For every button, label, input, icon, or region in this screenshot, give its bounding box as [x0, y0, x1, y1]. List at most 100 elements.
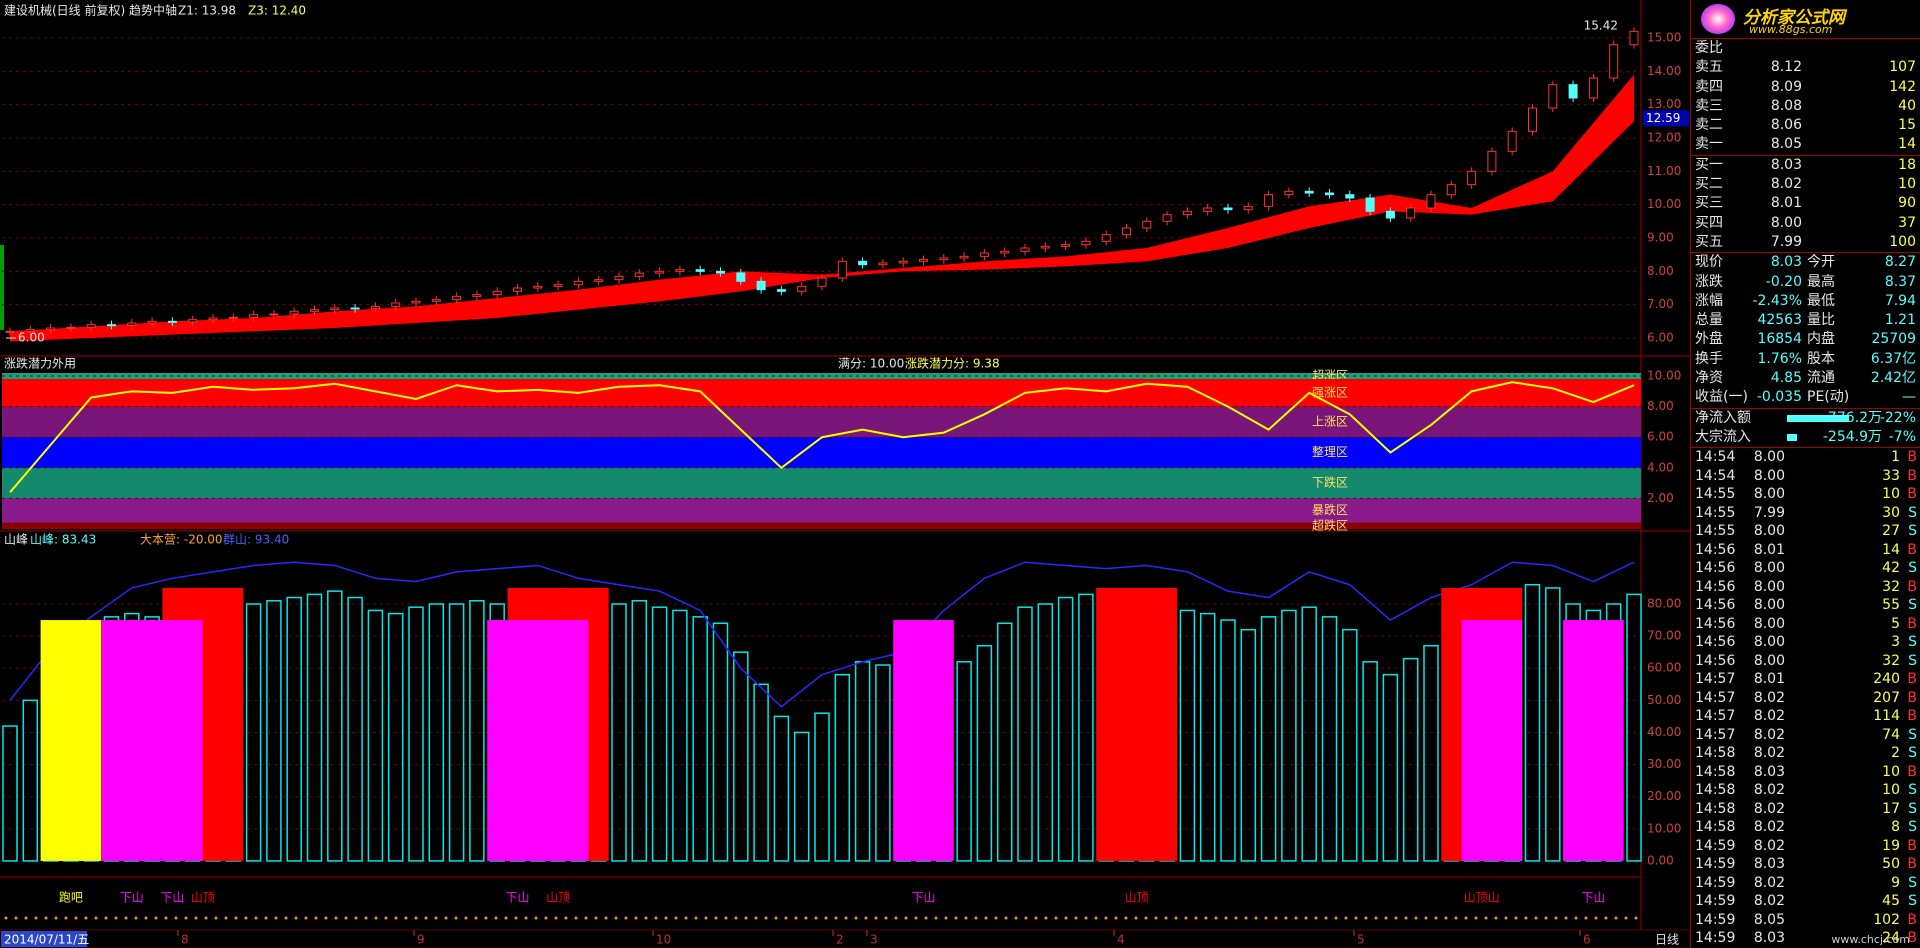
trade-time: 14:59 — [1695, 874, 1736, 891]
book-row: 卖四 8.09 142 — [1691, 78, 1920, 97]
trade-price: 8.02 — [1753, 689, 1785, 706]
trade-price: 8.00 — [1753, 578, 1785, 595]
candle — [1629, 30, 1639, 46]
trade-side: B — [1907, 708, 1917, 725]
candle — [1385, 210, 1395, 219]
candle — [107, 324, 116, 327]
candle — [1040, 245, 1050, 249]
quote-value: 25709 — [1871, 331, 1916, 348]
trade-volume: 45 — [1882, 893, 1900, 910]
trade-side: S — [1908, 893, 1917, 910]
trade-row: 14:56 8.00 32 B — [1691, 578, 1920, 597]
trade-side: S — [1908, 634, 1917, 651]
book-row: 买二 8.02 10 — [1691, 175, 1920, 194]
candle — [1528, 107, 1537, 132]
potential-line — [9, 381, 1635, 493]
trade-row: 14:54 8.00 1 B — [1691, 448, 1920, 467]
quote-value: 7.94 — [1884, 292, 1916, 309]
quote-row: 涨跌 -0.20 最高 8.37 — [1691, 273, 1920, 292]
chart-title: 建设机械(日线 前复权) 趋势中轴 — [4, 3, 177, 18]
trade-time: 14:58 — [1695, 745, 1736, 762]
mountain-bar — [692, 616, 708, 862]
trade-row: 14:58 8.03 10 B — [1691, 763, 1920, 782]
trade-volume: 2 — [1891, 745, 1900, 762]
panel-title: 涨跌潜力外用 — [4, 356, 76, 371]
book-row: 卖一 8.05 14 — [1691, 135, 1920, 154]
trade-price: 8.02 — [1753, 782, 1785, 799]
trade-time: 14:59 — [1695, 837, 1736, 854]
candle — [797, 285, 807, 292]
quote-value: 8.03 — [1770, 254, 1802, 271]
trade-volume: 207 — [1873, 689, 1900, 706]
trade-side: B — [1907, 930, 1917, 947]
y-tick-label: 11.00 — [1647, 164, 1681, 178]
mountain-bar — [1260, 616, 1277, 862]
quote-row: 外盘 16854 内盘 25709 — [1691, 330, 1920, 349]
trade-volume: 1 — [1891, 449, 1900, 466]
trade-volume: 32 — [1882, 652, 1900, 669]
candle — [330, 307, 340, 311]
book-volume: 142 — [1889, 78, 1916, 95]
book-row: 买一 8.03 18 — [1691, 156, 1920, 175]
trade-price: 8.03 — [1753, 763, 1785, 780]
mountain-bar — [1057, 596, 1074, 862]
candle — [1467, 170, 1477, 186]
zone-label: 强涨区 — [1312, 384, 1348, 399]
candle — [25, 329, 35, 332]
trade-price: 8.00 — [1753, 634, 1785, 651]
trade-row: 14:59 8.05 102 B — [1691, 911, 1920, 930]
candle — [350, 307, 360, 310]
trade-side: B — [1907, 541, 1917, 558]
trade-side: B — [1907, 689, 1917, 706]
trade-time: 14:57 — [1695, 689, 1736, 706]
trade-volume: 27 — [1882, 523, 1900, 540]
book-label: 卖一 — [1695, 136, 1723, 153]
quote-label: 现价 — [1695, 254, 1723, 271]
flow-amount: -254.9万 — [1822, 428, 1882, 445]
candle — [1122, 227, 1131, 236]
book-volume: 90 — [1898, 195, 1916, 212]
chart-area: 建设机械(日线 前复权) 趋势中轴 Z1: 13.98 Z3: 12.40 涨跌… — [0, 0, 1690, 948]
y-tick-label: 50.00 — [1647, 693, 1681, 707]
quote-label: 涨幅 — [1695, 292, 1723, 309]
candle — [1223, 207, 1233, 211]
last-price-box — [1643, 110, 1689, 127]
mountain-bar — [956, 661, 972, 862]
mountain-bar — [1220, 619, 1236, 862]
quote-row: 净资 4.85 流通 2.42亿 — [1691, 369, 1920, 388]
trade-side: S — [1908, 874, 1917, 891]
range-label: 群山: 93.40 — [223, 533, 289, 547]
month-label: 2 — [836, 933, 844, 947]
signal-label: 山顶 — [1125, 891, 1149, 905]
trade-row: 14:54 8.00 33 B — [1691, 467, 1920, 486]
signal-label: 山顶 — [546, 891, 570, 905]
trade-price: 8.02 — [1753, 874, 1785, 891]
candle — [1000, 250, 1010, 254]
trade-volume: 30 — [1882, 504, 1900, 521]
book-volume: 14 — [1898, 136, 1916, 153]
trade-volume: 102 — [1873, 911, 1900, 928]
period-label: 日线 — [1655, 933, 1679, 947]
book-label: 买三 — [1695, 195, 1723, 212]
book-row: 买三 8.01 90 — [1691, 194, 1920, 213]
candle — [655, 270, 665, 274]
mountain-bar — [367, 609, 384, 862]
trade-time: 14:59 — [1695, 930, 1736, 947]
trade-price: 8.00 — [1753, 523, 1785, 540]
month-label: 8 — [181, 933, 189, 947]
candle — [269, 313, 279, 316]
trade-price: 8.00 — [1753, 486, 1785, 503]
candle — [1588, 77, 1598, 99]
trade-side: S — [1908, 782, 1917, 799]
trade-side: B — [1907, 578, 1917, 595]
candle — [208, 317, 218, 321]
trade-price: 8.02 — [1753, 893, 1785, 910]
book-label: 买二 — [1695, 176, 1723, 193]
candle — [1609, 44, 1619, 79]
zone — [2, 437, 1641, 468]
quote-label: 最低 — [1807, 292, 1835, 309]
trade-volume: 33 — [1882, 467, 1900, 484]
book-row: 买五 7.99 100 — [1691, 233, 1920, 252]
zone-label: 上涨区 — [1312, 413, 1348, 428]
candle — [310, 309, 319, 312]
